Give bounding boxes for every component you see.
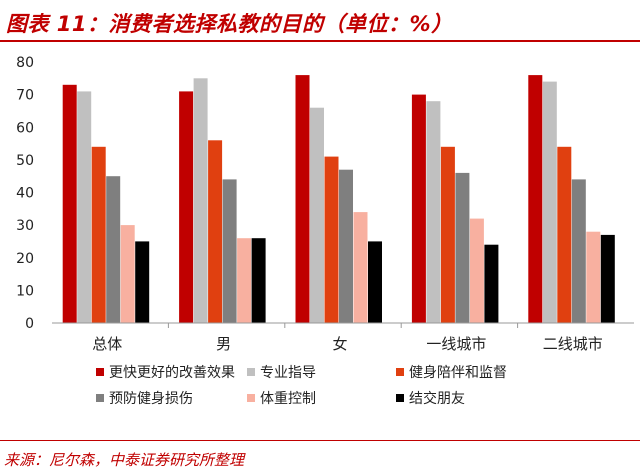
legend-label: 结交朋友 <box>409 390 465 407</box>
bar <box>586 231 601 323</box>
title-divider <box>0 40 640 42</box>
y-axis: 0 10 20 30 40 50 60 70 80 <box>16 55 34 332</box>
bar <box>339 169 353 323</box>
legend-label: 更快更好的改善效果 <box>109 365 235 381</box>
bar <box>77 91 92 324</box>
bar <box>368 241 382 323</box>
legend-swatch <box>96 368 104 376</box>
bar <box>208 140 223 323</box>
source-note: 来源：尼尔森，中泰证券研究所整理 <box>4 451 245 469</box>
legend-swatch <box>247 394 255 402</box>
y-tick-label: 70 <box>16 88 34 104</box>
bar <box>426 101 441 323</box>
y-tick-label: 60 <box>16 120 34 136</box>
bar <box>571 179 586 323</box>
bar <box>411 94 426 323</box>
bar <box>237 238 252 323</box>
bar <box>106 176 121 323</box>
bar <box>91 146 106 323</box>
legend-swatch <box>247 368 255 376</box>
bar <box>469 218 484 323</box>
x-tick-label: 一线城市 <box>426 335 486 353</box>
legend-label: 预防健身损伤 <box>109 391 193 407</box>
bar <box>251 238 266 323</box>
bar <box>440 146 455 323</box>
bar <box>484 244 499 323</box>
legend-label: 体重控制 <box>260 391 316 407</box>
bar-group <box>62 75 615 324</box>
y-tick-label: 40 <box>16 186 34 202</box>
legend-swatch <box>96 394 104 402</box>
legend-swatch <box>396 394 404 402</box>
legend-label: 健身陪伴和监督 <box>409 365 507 381</box>
y-tick-label: 50 <box>16 153 34 169</box>
x-tick-label: 女 <box>332 335 347 353</box>
title-bar: 图表 11：消费者选择私教的目的（单位：%） <box>0 0 640 42</box>
bar <box>193 78 208 323</box>
x-tick-label: 男 <box>216 335 231 353</box>
x-tick-label: 总体 <box>92 335 122 353</box>
y-tick-label: 80 <box>16 55 34 71</box>
source-divider <box>0 440 640 441</box>
y-tick-label: 10 <box>16 283 34 299</box>
legend-swatch <box>396 368 404 376</box>
bar <box>542 81 557 323</box>
bar <box>295 75 310 323</box>
y-tick-label: 30 <box>16 218 34 234</box>
bar <box>557 146 572 323</box>
y-tick-label: 20 <box>16 251 34 267</box>
bar <box>353 212 368 323</box>
bar <box>222 179 237 323</box>
x-axis: 总体 男 女 一线城市 二线城市 <box>52 322 634 353</box>
bar <box>120 225 135 323</box>
bar-chart: 0 10 20 30 40 50 60 70 80 总体 男 女 一线城市 二线城市 更快更好的改善效果… <box>16 55 634 407</box>
bar <box>528 75 543 323</box>
y-tick-label: 0 <box>25 316 34 332</box>
bar <box>324 156 339 323</box>
bar <box>179 91 194 324</box>
legend-label: 专业指导 <box>260 365 316 381</box>
bar <box>600 234 615 323</box>
x-tick-label: 二线城市 <box>543 335 603 353</box>
bar <box>135 241 150 323</box>
bar <box>455 172 470 323</box>
figure-title: 图表 11：消费者选择私教的目的（单位：%） <box>6 12 453 36</box>
bar <box>310 107 324 323</box>
bar <box>62 84 77 323</box>
